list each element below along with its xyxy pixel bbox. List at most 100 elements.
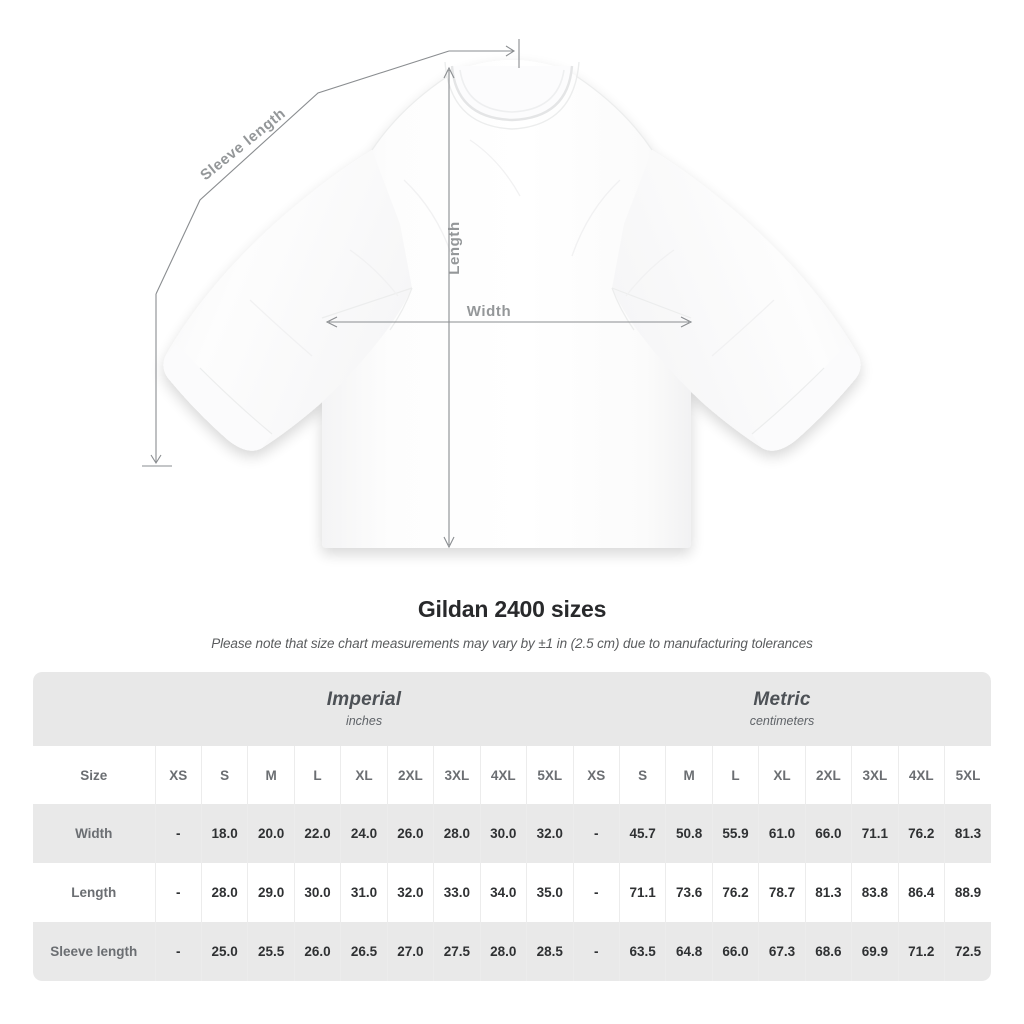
cell-width-imperial-2xl: 26.0 <box>386 804 434 863</box>
size-header-metric-l: L <box>711 746 759 804</box>
size-header-metric-2xl: 2XL <box>804 746 852 804</box>
title-block: Gildan 2400 sizes Please note that size … <box>0 596 1024 651</box>
size-header-metric-m: M <box>665 746 713 804</box>
size-table-container: Imperial inches Metric centimeters Size … <box>33 672 992 981</box>
row-label-sleeve-length: Sleeve length <box>33 922 155 981</box>
cell-sleeve-metric-xl: 67.3 <box>758 922 806 981</box>
length-measure <box>443 66 455 549</box>
size-header-metric-s: S <box>618 746 666 804</box>
unit-banner-metric: Metric centimeters <box>573 672 992 746</box>
cell-length-imperial-3xl: 33.0 <box>433 863 481 922</box>
unit-banner-imperial: Imperial inches <box>155 672 574 746</box>
size-header-imperial-3xl: 3XL <box>433 746 481 804</box>
size-header-label: Size <box>33 746 155 804</box>
fabric-folds <box>249 139 775 357</box>
width-label: Width <box>467 303 512 320</box>
size-header-metric-xs: XS <box>572 746 620 804</box>
cell-length-metric-xs: - <box>572 863 620 922</box>
unit-sub-metric: centimeters <box>749 713 815 728</box>
sleeve-length-diagonal <box>155 50 450 295</box>
cell-length-imperial-xs: - <box>154 863 202 922</box>
shirt-chest <box>322 60 692 318</box>
size-header-imperial-4xl: 4XL <box>479 746 527 804</box>
cell-width-imperial-xl: 24.0 <box>340 804 388 863</box>
size-header-imperial-5xl: 5XL <box>526 746 574 804</box>
cell-length-imperial-s: 28.0 <box>200 863 248 922</box>
width-arrow-head-left <box>325 316 338 328</box>
cell-sleeve-metric-2xl: 68.6 <box>804 922 852 981</box>
cell-sleeve-imperial-5xl: 28.5 <box>526 922 574 981</box>
cell-sleeve-metric-4xl: 71.2 <box>897 922 945 981</box>
cell-length-metric-5xl: 88.9 <box>944 863 992 922</box>
cell-sleeve-metric-5xl: 72.5 <box>944 922 992 981</box>
cell-sleeve-imperial-xs: - <box>154 922 202 981</box>
unit-name-imperial: Imperial <box>326 688 402 710</box>
sleeve-length-label: Sleeve length <box>197 105 289 184</box>
width-measure <box>325 316 693 328</box>
sleeve-length-arrow-head-bottom <box>150 454 162 465</box>
size-header-metric-4xl: 4XL <box>897 746 945 804</box>
cell-sleeve-metric-s: 63.5 <box>618 922 666 981</box>
cell-width-metric-4xl: 76.2 <box>897 804 945 863</box>
length-arrow-head-bottom <box>443 536 455 549</box>
garment-illustration: Sleeve length Length Width <box>142 39 861 549</box>
size-header-metric-xl: XL <box>758 746 806 804</box>
cell-sleeve-imperial-s: 25.0 <box>200 922 248 981</box>
cell-width-metric-m: 50.8 <box>665 804 713 863</box>
shirt-shape <box>163 60 861 548</box>
cell-length-imperial-2xl: 32.0 <box>386 863 434 922</box>
cell-length-metric-4xl: 86.4 <box>897 863 945 922</box>
cell-length-metric-2xl: 81.3 <box>804 863 852 922</box>
length-arrow-head-top <box>443 66 455 79</box>
cell-sleeve-metric-l: 66.0 <box>711 922 759 981</box>
cell-width-imperial-4xl: 30.0 <box>479 804 527 863</box>
shirt-contours <box>199 75 825 435</box>
cell-sleeve-metric-m: 64.8 <box>665 922 713 981</box>
cell-length-metric-3xl: 83.8 <box>851 863 899 922</box>
cell-width-imperial-3xl: 28.0 <box>433 804 481 863</box>
width-arrow-head-right <box>680 316 693 328</box>
row-label-width: Width <box>33 804 155 863</box>
cell-length-metric-xl: 78.7 <box>758 863 806 922</box>
sleeve-length-arrow-head-top <box>505 45 516 57</box>
page-title: Gildan 2400 sizes <box>417 596 607 622</box>
size-header-imperial-xs: XS <box>154 746 202 804</box>
size-header-metric-3xl: 3XL <box>851 746 899 804</box>
cell-sleeve-imperial-4xl: 28.0 <box>479 922 527 981</box>
cell-length-imperial-5xl: 35.0 <box>526 863 574 922</box>
cell-length-metric-l: 76.2 <box>711 863 759 922</box>
cell-length-imperial-xl: 31.0 <box>340 863 388 922</box>
shirt-cuff-left <box>163 344 272 451</box>
cell-width-imperial-5xl: 32.0 <box>526 804 574 863</box>
size-header-imperial-s: S <box>200 746 248 804</box>
cell-sleeve-imperial-m: 25.5 <box>247 922 295 981</box>
shirt-body <box>322 318 691 548</box>
cell-width-metric-3xl: 71.1 <box>851 804 899 863</box>
cell-length-metric-s: 71.1 <box>618 863 666 922</box>
cell-length-imperial-4xl: 34.0 <box>479 863 527 922</box>
cell-width-metric-5xl: 81.3 <box>944 804 992 863</box>
cell-width-imperial-l: 22.0 <box>293 804 341 863</box>
sleeve-length-measure <box>142 39 520 467</box>
cell-width-metric-2xl: 66.0 <box>804 804 852 863</box>
cell-width-metric-l: 55.9 <box>711 804 759 863</box>
table-row: Length - 28.0 29.0 30.0 31.0 32.0 33.0 3… <box>33 863 992 922</box>
cell-width-metric-s: 45.7 <box>618 804 666 863</box>
size-header-metric-5xl: 5XL <box>944 746 992 804</box>
length-label: Length <box>446 221 463 275</box>
unit-name-metric: Metric <box>753 688 811 710</box>
shirt-collar <box>444 61 580 130</box>
shirt-sleeve-right <box>612 150 861 451</box>
table-row: Width - 18.0 20.0 22.0 24.0 26.0 28.0 30… <box>33 804 992 863</box>
unit-sub-imperial: inches <box>345 713 383 728</box>
size-header-imperial-xl: XL <box>340 746 388 804</box>
cell-sleeve-imperial-2xl: 27.0 <box>386 922 434 981</box>
cell-length-imperial-l: 30.0 <box>293 863 341 922</box>
table-row: Sleeve length - 25.0 25.5 26.0 26.5 27.0… <box>33 922 992 981</box>
cell-sleeve-imperial-l: 26.0 <box>293 922 341 981</box>
cell-width-imperial-xs: - <box>154 804 202 863</box>
unit-banner-corner <box>33 672 155 746</box>
size-header-imperial-2xl: 2XL <box>386 746 434 804</box>
cell-sleeve-imperial-3xl: 27.5 <box>433 922 481 981</box>
